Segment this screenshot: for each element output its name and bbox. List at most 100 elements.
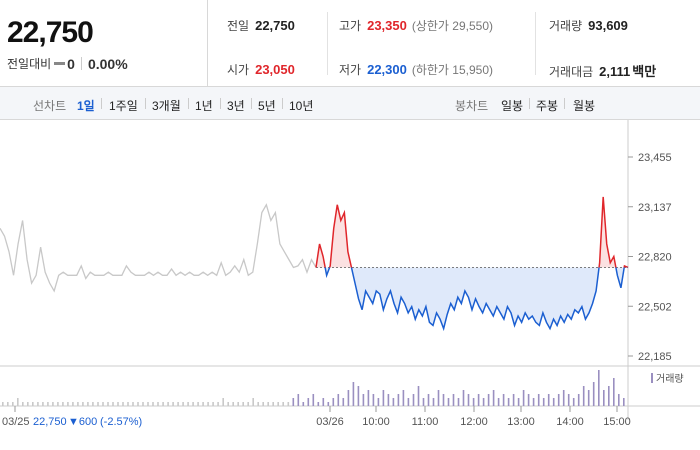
volume-bar: [132, 402, 134, 406]
volume-bar: [117, 402, 119, 406]
prev-day-change: ▼600: [68, 416, 97, 428]
quote-header: 22,750 전일대비 0 0.00% 전일 22,750 시가 23,050 …: [0, 0, 700, 87]
prev-close-value: 22,750: [255, 18, 295, 33]
volume-bar: [407, 398, 410, 406]
change-percent: 0.00%: [87, 55, 128, 72]
candle-weekly-button[interactable]: 주봉: [536, 99, 559, 113]
volume-bar: [462, 390, 465, 406]
volume-legend-label: 거래량: [656, 373, 684, 385]
volume-bar: [192, 402, 194, 406]
volume-bar: [27, 402, 29, 406]
volume-bar: [272, 402, 274, 406]
volume-bar: [2, 402, 4, 406]
volume-bar: [202, 402, 204, 406]
volume-label: 거래량: [549, 19, 583, 33]
volume-bar: [618, 394, 620, 406]
volume-bar: [297, 394, 300, 406]
prev-day-percent: (-2.57%): [100, 416, 142, 428]
volume-bar: [287, 402, 290, 406]
divider: [220, 98, 221, 109]
volume-bar: [387, 394, 390, 406]
volume-bar: [547, 394, 550, 406]
volume-bar: [267, 402, 269, 406]
volume-bar: [492, 390, 495, 406]
volume-bar: [332, 398, 335, 406]
volume-bar: [277, 402, 279, 406]
volume-bar: [437, 390, 440, 406]
period-3y-button[interactable]: 3년: [227, 99, 245, 113]
period-1w-button[interactable]: 1주일: [109, 99, 138, 113]
prev-day-caption: 03/25 22,750 ▼600 (-2.57%): [2, 416, 142, 428]
period-1d-button[interactable]: 1일: [77, 99, 95, 113]
volume-bar: [507, 398, 510, 406]
volume-bar: [562, 390, 565, 406]
volume-bar: [207, 402, 209, 406]
volume-bar: [572, 398, 575, 406]
period-5y-button[interactable]: 5년: [258, 99, 276, 113]
volume-bar: [317, 402, 320, 406]
volume-bar: [592, 382, 595, 406]
volume-bar: [67, 402, 69, 406]
stat-open: 시가 23,050: [227, 61, 295, 78]
candle-monthly-button[interactable]: 월봉: [573, 99, 596, 113]
volume-bar: [137, 402, 139, 406]
volume-legend: 거래량: [651, 373, 684, 385]
volume-bar: [327, 402, 330, 406]
volume-bar: [152, 402, 154, 406]
period-1y-button[interactable]: 1년: [195, 99, 213, 113]
open-value: 23,050: [255, 62, 295, 77]
volume-bar: [552, 398, 555, 406]
volume-bar: [312, 394, 315, 406]
divider: [282, 98, 283, 109]
volume-bar: [362, 394, 365, 406]
volume-bar: [582, 386, 585, 406]
volume-bar: [467, 394, 470, 406]
stat-amount: 거래대금 2,111 백만: [549, 61, 656, 80]
current-price: 22,750: [7, 16, 94, 49]
volume-bar: [187, 402, 189, 406]
volume-bar: [502, 394, 505, 406]
volume-bar: [382, 390, 385, 406]
volume-bar: [482, 398, 485, 406]
divider: [327, 12, 328, 75]
prev-day-date: 03/25: [2, 416, 30, 428]
volume-bar: [232, 402, 234, 406]
volume-bar: [227, 402, 229, 406]
volume-bar: [427, 394, 430, 406]
volume-bar: [102, 402, 104, 406]
period-3m-button[interactable]: 3개월: [152, 99, 181, 113]
volume-bar: [487, 394, 490, 406]
below-ref-fill: [316, 267, 628, 329]
x-tick-label: 03/26: [316, 416, 344, 428]
volume-bar: [457, 398, 460, 406]
volume-bar: [377, 398, 380, 406]
volume-bar: [257, 402, 259, 406]
line-chart-label: 선차트: [33, 99, 67, 113]
volume-bar: [577, 394, 580, 406]
volume-bar: [302, 402, 305, 406]
volume-bar: [197, 402, 199, 406]
low-value: 22,300: [367, 62, 407, 77]
y-tick-label: 22,502: [638, 301, 672, 313]
divider: [188, 98, 189, 109]
candle-daily-button[interactable]: 일봉: [501, 99, 524, 113]
volume-bar: [122, 402, 124, 406]
period-10y-button[interactable]: 10년: [289, 99, 314, 113]
above-ref-fill: [316, 196, 628, 268]
stat-low: 저가 22,300 (하한가 15,950): [339, 61, 493, 78]
stat-prev-close: 전일 22,750: [227, 17, 295, 34]
volume-bar: [447, 398, 450, 406]
volume-bar: [282, 402, 284, 406]
volume-bar: [587, 390, 590, 406]
volume-bar: [97, 402, 99, 406]
volume-value: 93,609: [588, 18, 628, 33]
volume-bar: [62, 402, 64, 406]
volume-bar: [182, 402, 184, 406]
volume-bar: [603, 390, 605, 406]
volume-bar: [237, 402, 239, 406]
volume-bar: [517, 398, 520, 406]
volume-bar: [157, 402, 159, 406]
volume-bar: [522, 390, 525, 406]
today-line-down: [316, 267, 628, 332]
volume-bar: [357, 386, 360, 406]
